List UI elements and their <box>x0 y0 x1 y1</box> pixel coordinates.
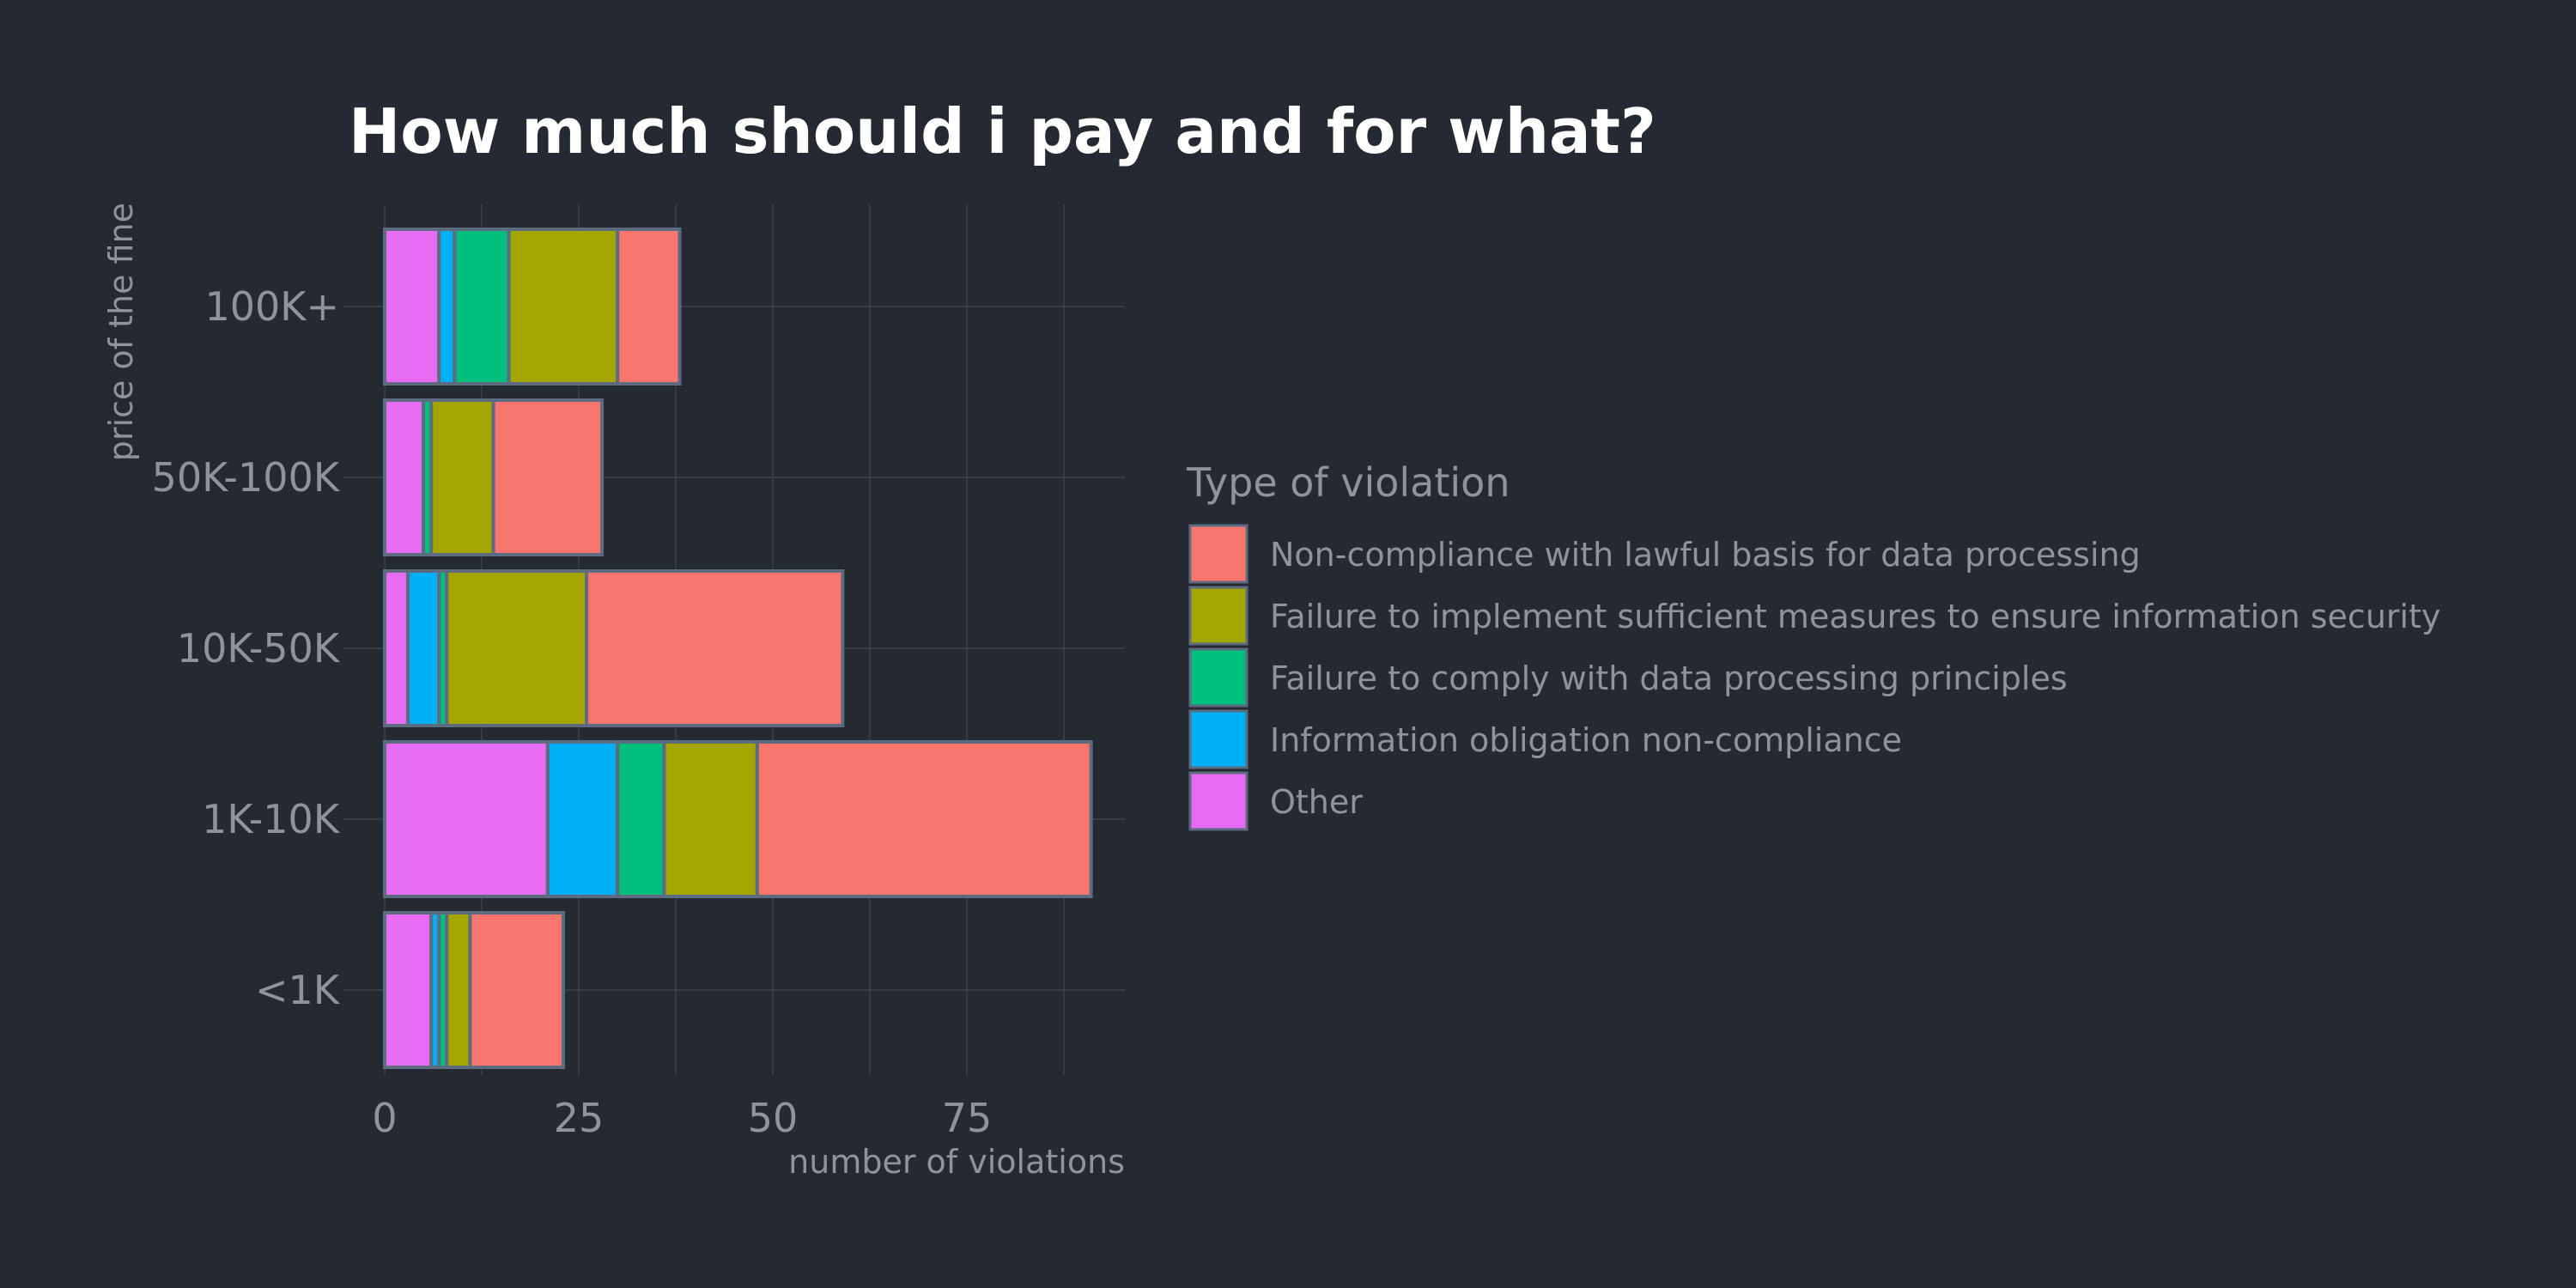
legend-item: Information obligation non-compliance <box>1188 709 1902 769</box>
bar-segment <box>445 911 472 1069</box>
x-tick-label: 0 <box>372 1095 397 1141</box>
bar-segment <box>429 398 495 556</box>
bar-segment <box>507 228 620 386</box>
bar-segment <box>383 740 550 898</box>
y-axis-title: price of the fine <box>102 203 140 461</box>
legend-swatch <box>1188 771 1249 831</box>
legend-swatch <box>1188 586 1249 646</box>
x-tick-label: 50 <box>748 1095 799 1141</box>
y-tick-label: 50K-100K <box>152 454 341 501</box>
legend-item: Other <box>1188 771 1363 831</box>
legend-label: Information obligation non-compliance <box>1270 721 1902 759</box>
legend-label: Non-compliance with lawful basis for dat… <box>1270 536 2141 574</box>
x-tick-label: 25 <box>554 1095 605 1141</box>
bar-segment <box>545 740 620 898</box>
legend-label: Failure to comply with data processing p… <box>1270 659 2068 697</box>
y-tick-label: 10K-50K <box>177 625 341 671</box>
legend-label: Other <box>1270 783 1363 821</box>
bar-segment <box>491 398 605 556</box>
legend-label: Failure to implement sufficient measures… <box>1270 598 2440 635</box>
bar-segment <box>383 398 426 556</box>
bar-segment <box>383 569 410 727</box>
legend-item: Failure to implement sufficient measures… <box>1188 586 2440 646</box>
legend-item: Non-compliance with lawful basis for dat… <box>1188 524 2141 584</box>
bar-segment <box>616 228 682 386</box>
bar-segment <box>406 569 441 727</box>
legend-title: Type of violation <box>1186 459 1510 506</box>
bar-segment <box>616 740 666 898</box>
bar-stack <box>383 911 565 1069</box>
bar-stack <box>383 398 605 556</box>
y-tick-label: 1K-10K <box>202 796 341 842</box>
y-tick-labels: <1K 1K-10K 10K-50K 50K-100K 100K+ <box>152 283 341 1013</box>
legend-swatch <box>1188 524 1249 584</box>
legend: Type of violation Non-compliance with la… <box>1186 459 2440 831</box>
legend-item: Failure to comply with data processing p… <box>1188 647 2068 708</box>
x-tick-label: 75 <box>942 1095 993 1141</box>
y-tick-label: <1K <box>255 967 341 1013</box>
bar-segment <box>383 228 441 386</box>
bar-segment <box>585 569 845 727</box>
bar-stack <box>383 569 845 727</box>
x-axis-title: number of violations <box>788 1143 1125 1181</box>
bar-segment <box>755 740 1093 898</box>
bar-segment <box>383 911 434 1069</box>
chart-title: How much should i pay and for what? <box>349 95 1656 167</box>
y-tick-label: 100K+ <box>204 283 339 330</box>
bar-stack <box>383 228 682 386</box>
legend-swatch <box>1188 709 1249 769</box>
bar-segment <box>437 228 457 386</box>
bar-segment <box>468 911 565 1069</box>
bar-segment <box>445 569 589 727</box>
bar-segment <box>662 740 759 898</box>
bars <box>383 228 1093 1069</box>
legend-swatch <box>1188 647 1249 708</box>
bar-stack <box>383 740 1093 898</box>
x-tick-labels: 0 25 50 75 <box>372 1095 992 1141</box>
bar-segment <box>453 228 511 386</box>
